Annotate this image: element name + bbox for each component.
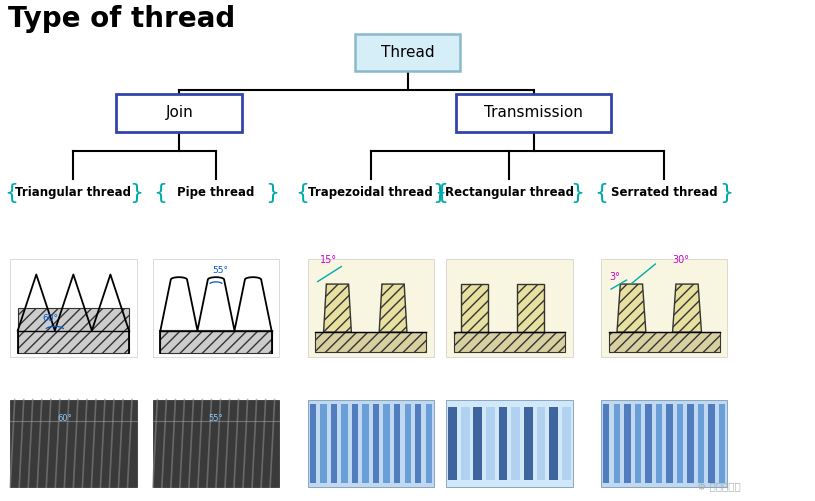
Bar (549, 407, 558, 480)
Text: 60°: 60° (42, 314, 59, 323)
Text: 15°: 15° (319, 255, 337, 265)
Bar (341, 404, 348, 483)
Bar (10, 400, 136, 487)
Polygon shape (672, 284, 702, 332)
Polygon shape (379, 284, 407, 332)
Text: Transmission: Transmission (484, 105, 584, 120)
Polygon shape (324, 284, 351, 332)
Bar (708, 404, 715, 483)
Text: 3°: 3° (610, 272, 620, 282)
Bar (448, 407, 457, 480)
Bar (474, 407, 482, 480)
Bar (624, 404, 631, 483)
Bar (310, 404, 316, 483)
Bar (308, 260, 434, 357)
Text: {: { (434, 183, 448, 203)
Bar (645, 404, 652, 483)
Bar (460, 407, 469, 480)
Bar (308, 400, 434, 487)
Bar (499, 407, 508, 480)
Text: Rectangular thread: Rectangular thread (445, 186, 574, 199)
FancyBboxPatch shape (117, 94, 243, 132)
Bar (614, 404, 620, 483)
Text: {: { (153, 183, 167, 203)
Bar (454, 332, 565, 352)
Bar (425, 404, 432, 483)
Bar (517, 284, 544, 332)
FancyBboxPatch shape (456, 94, 611, 132)
Text: 60°: 60° (58, 414, 73, 423)
Bar (601, 260, 728, 357)
Bar (687, 404, 694, 483)
Text: }: } (129, 183, 143, 203)
Text: {: { (595, 183, 609, 203)
Text: Trapezoidal thread: Trapezoidal thread (308, 186, 434, 199)
Bar (667, 404, 672, 483)
Text: Triangular thread: Triangular thread (15, 186, 131, 199)
Text: Thread: Thread (381, 45, 434, 60)
Bar (486, 407, 495, 480)
Bar (320, 404, 327, 483)
Bar (153, 400, 280, 487)
Bar (698, 404, 704, 483)
Text: {: { (4, 183, 18, 203)
Bar (461, 284, 488, 332)
Bar (719, 404, 725, 483)
Bar (315, 332, 426, 352)
Text: }: } (570, 183, 584, 203)
Bar (447, 400, 573, 487)
Bar (363, 404, 368, 483)
FancyBboxPatch shape (355, 34, 460, 72)
Bar (352, 404, 358, 483)
Text: ⚙ 机械工程师: ⚙ 机械工程师 (697, 481, 741, 491)
Text: Pipe thread: Pipe thread (178, 186, 254, 199)
Bar (447, 260, 573, 357)
Text: }: } (265, 183, 279, 203)
Bar (603, 404, 610, 483)
Text: 55°: 55° (212, 266, 228, 275)
Bar (384, 404, 390, 483)
Bar (331, 404, 337, 483)
Text: }: } (720, 183, 734, 203)
Text: {: { (296, 183, 310, 203)
Bar (394, 404, 400, 483)
Bar (161, 330, 271, 353)
Text: Join: Join (165, 105, 193, 120)
Bar (153, 260, 280, 357)
Bar (656, 404, 662, 483)
Bar (10, 260, 136, 357)
Bar (536, 407, 545, 480)
Bar (373, 404, 379, 483)
Bar (676, 404, 683, 483)
Bar (511, 407, 520, 480)
Bar (18, 308, 129, 353)
Text: 30°: 30° (672, 255, 689, 265)
Bar (601, 400, 728, 487)
Bar (517, 284, 544, 332)
Bar (415, 404, 421, 483)
Text: 55°: 55° (209, 414, 223, 423)
Text: Type of thread: Type of thread (8, 5, 236, 33)
Bar (635, 404, 641, 483)
Text: Serrated thread: Serrated thread (611, 186, 717, 199)
Bar (524, 407, 533, 480)
Bar (562, 407, 570, 480)
Bar (461, 284, 488, 332)
Bar (404, 404, 411, 483)
Text: }: } (432, 183, 446, 203)
Polygon shape (617, 284, 645, 332)
Bar (609, 332, 720, 352)
